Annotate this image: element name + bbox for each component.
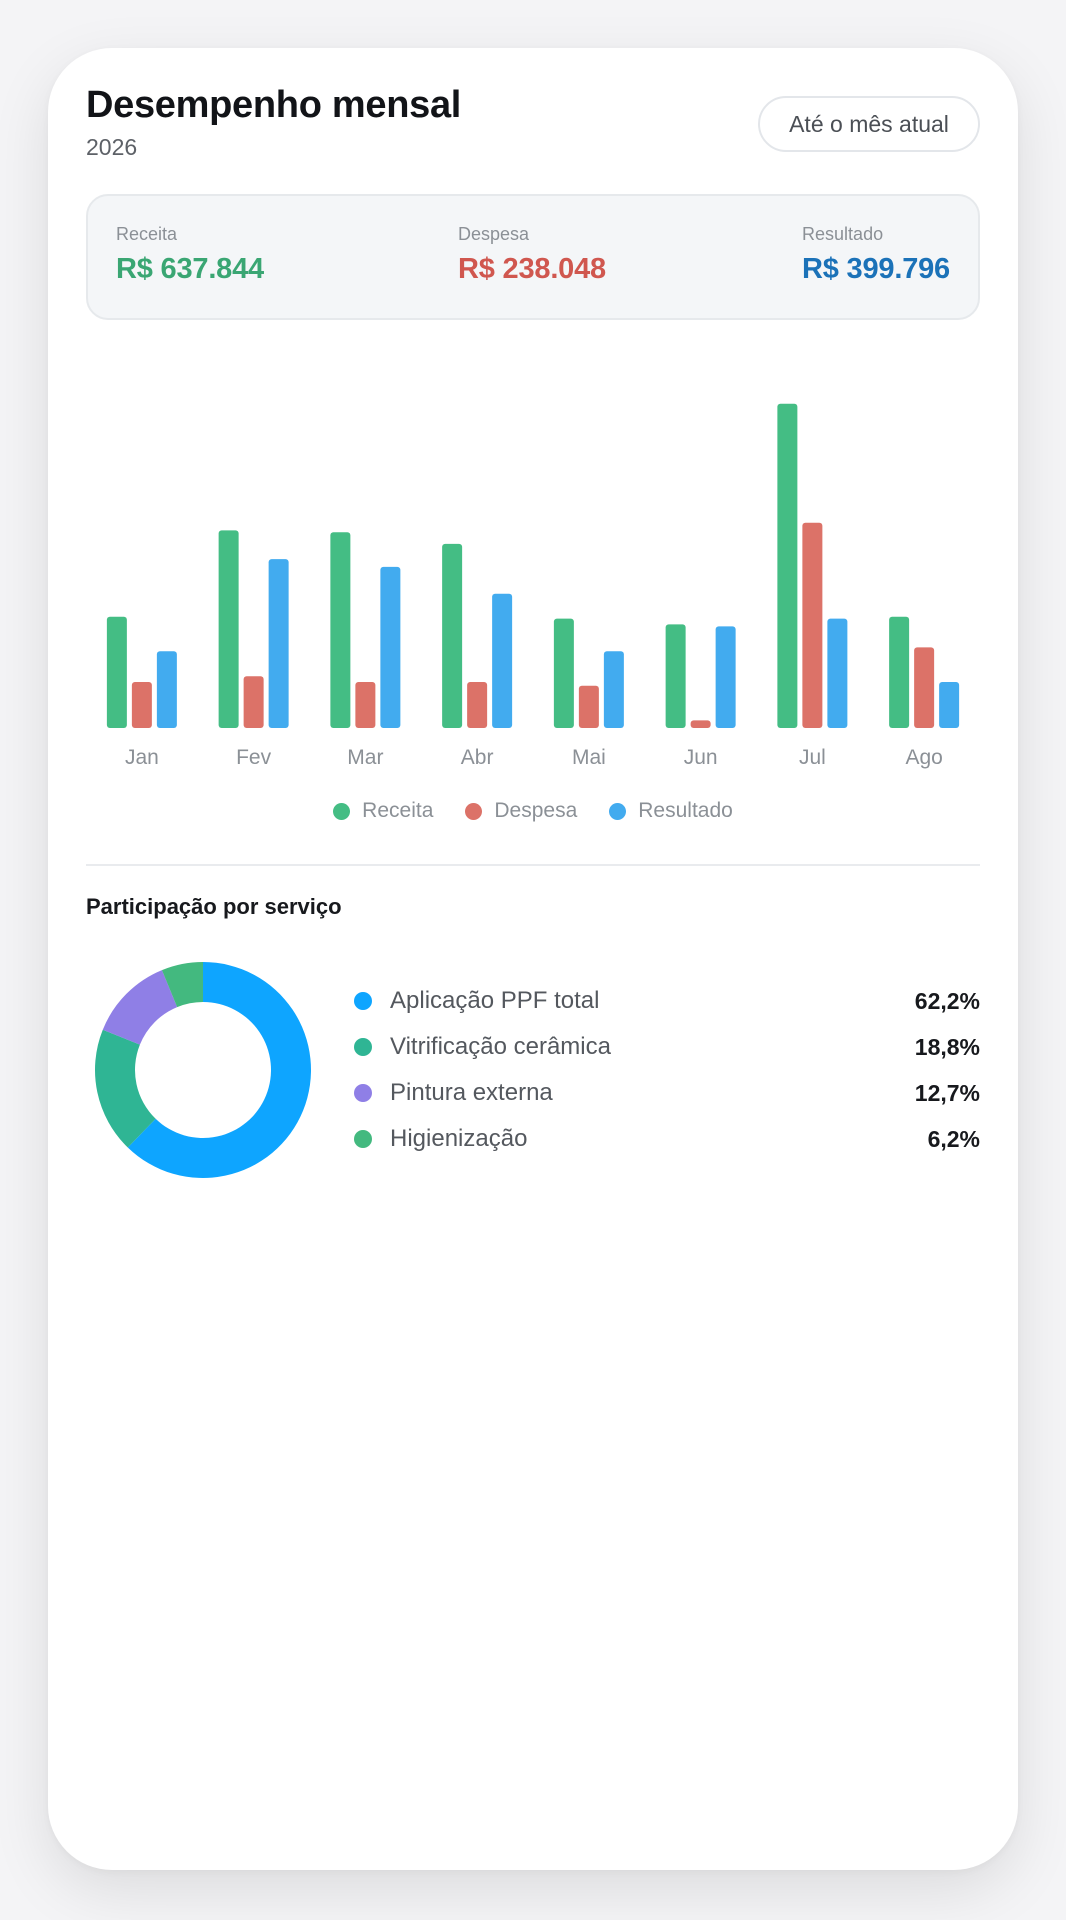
bar-resultado-mar	[380, 566, 401, 728]
bar-resultado-jan	[156, 651, 177, 728]
service-percentage: 18,8%	[914, 1033, 980, 1060]
service-name: Aplicação PPF total	[390, 987, 600, 1014]
service-color-dot	[354, 1038, 372, 1056]
service-item: Pintura externa 12,7%	[354, 1070, 980, 1116]
bar-receita-ago	[889, 616, 910, 728]
bar-despesa-ago	[914, 647, 935, 728]
despesa-legend-dot	[465, 802, 483, 820]
bar-receita-jun	[665, 624, 686, 728]
receita-legend-dot	[333, 802, 351, 820]
bar-despesa-jun	[690, 720, 711, 728]
service-percentage: 12,7%	[914, 1079, 980, 1106]
donut-slice-1	[95, 1029, 156, 1148]
donut-slice-3	[161, 962, 203, 1008]
service-item: Aplicação PPF total 62,2%	[354, 978, 980, 1024]
despesa-stat: Despesa R$ 238.048	[458, 224, 606, 286]
x-tick-label: Jul	[799, 746, 826, 769]
service-name: Higienização	[390, 1125, 528, 1152]
service-name: Vitrificação cerâmica	[390, 1033, 611, 1060]
x-tick-label: Abr	[461, 746, 494, 769]
bar-despesa-abr	[467, 681, 488, 728]
bar-resultado-jun	[715, 626, 736, 728]
year-label: 2026	[86, 134, 138, 160]
bar-receita-mar	[330, 532, 351, 728]
bar-resultado-mai	[603, 651, 624, 728]
service-name: Pintura externa	[390, 1079, 553, 1106]
bar-despesa-jul	[802, 522, 823, 728]
bar-receita-jan	[106, 616, 127, 728]
page-title: Desempenho mensal	[86, 84, 462, 126]
bar-resultado-ago	[939, 681, 960, 728]
legend-label-receita: Receita	[362, 799, 434, 822]
services-donut-chart	[95, 962, 312, 1178]
resultado-label: Resultado	[802, 224, 884, 244]
bar-resultado-fev	[268, 559, 289, 728]
section-divider	[86, 864, 980, 866]
resultado-value: R$ 399.796	[802, 253, 950, 285]
resultado-stat: Resultado R$ 399.796	[802, 224, 950, 286]
bar-resultado-abr	[492, 593, 513, 728]
bar-despesa-fev	[243, 676, 264, 728]
bar-receita-jul	[777, 403, 798, 728]
resultado-legend-dot	[609, 802, 627, 820]
donut-slice-2	[102, 970, 178, 1045]
x-tick-label: Jan	[125, 746, 159, 769]
bar-receita-fev	[218, 530, 239, 728]
legend-item-receita: Receita	[333, 799, 433, 823]
legend-item-despesa: Despesa	[465, 799, 577, 823]
services-section-title: Participação por serviço	[86, 894, 342, 919]
service-item: Vitrificação cerâmica 18,8%	[354, 1024, 980, 1070]
period-filter-button[interactable]: Até o mês atual	[758, 96, 980, 152]
legend-item-resultado: Resultado	[609, 799, 733, 823]
bar-despesa-mar	[355, 681, 376, 728]
despesa-value: R$ 238.048	[458, 253, 606, 285]
monthly-bar-chart: Jan Fev Mar Abr Mai Jun Jul Ago	[106, 403, 960, 769]
bar-despesa-mai	[578, 685, 599, 728]
service-color-dot	[354, 1130, 372, 1148]
receita-value: R$ 637.844	[116, 253, 264, 285]
service-percentage: 62,2%	[914, 987, 980, 1014]
x-tick-label: Mai	[572, 746, 606, 769]
service-color-dot	[354, 992, 372, 1010]
receita-label: Receita	[116, 224, 178, 244]
performance-card	[48, 48, 1018, 1870]
bar-receita-abr	[442, 543, 463, 728]
bar-resultado-jul	[827, 618, 848, 728]
x-tick-label: Mar	[347, 746, 383, 769]
bar-despesa-jan	[131, 681, 152, 728]
x-tick-label: Fev	[236, 746, 272, 769]
chart-legend: Receita Despesa Resultado	[86, 796, 980, 826]
x-tick-label: Jun	[684, 746, 718, 769]
summary-panel: Receita R$ 637.844 Despesa R$ 238.048 Re…	[86, 194, 980, 320]
legend-label-resultado: Resultado	[638, 799, 733, 822]
despesa-label: Despesa	[458, 224, 530, 244]
donut-slice-0	[127, 962, 312, 1178]
service-percentage: 6,2%	[927, 1125, 980, 1152]
services-list: Aplicação PPF total 62,2% Vitrificação c…	[354, 978, 980, 1162]
receita-stat: Receita R$ 637.844	[116, 224, 264, 286]
service-item: Higienização 6,2%	[354, 1116, 980, 1162]
legend-label-despesa: Despesa	[494, 799, 578, 822]
bar-receita-mai	[553, 618, 574, 728]
service-color-dot	[354, 1084, 372, 1102]
x-tick-label: Ago	[905, 746, 942, 769]
